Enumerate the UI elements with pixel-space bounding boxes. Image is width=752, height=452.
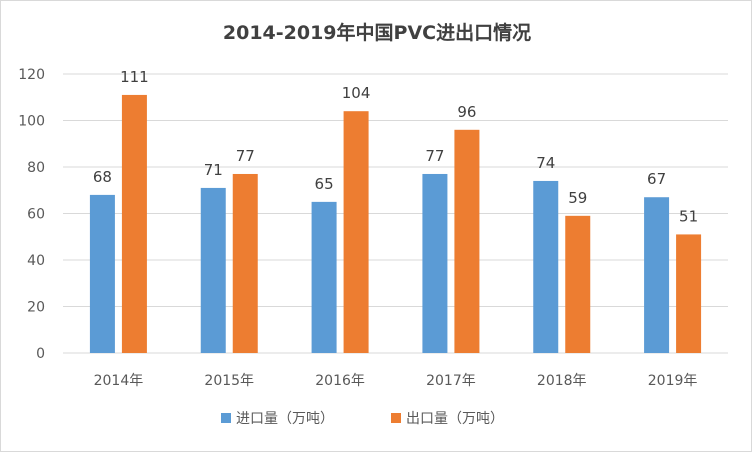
bar-export (676, 234, 702, 353)
y-tick-label: 0 (36, 346, 45, 362)
data-label: 77 (425, 147, 444, 165)
data-label: 67 (647, 170, 666, 188)
bar-export (565, 215, 591, 353)
x-tick-label: 2014年 (94, 373, 144, 389)
data-label: 59 (568, 189, 587, 207)
bar-import (311, 201, 337, 353)
data-label: 51 (679, 207, 698, 225)
legend-swatch (221, 413, 231, 423)
bar-export (232, 173, 258, 353)
data-label: 77 (236, 147, 255, 165)
legend-label: 出口量（万吨） (406, 411, 504, 427)
y-tick-label: 120 (18, 67, 45, 83)
bar-import (200, 187, 226, 353)
y-tick-label: 100 (18, 114, 45, 130)
data-label: 111 (120, 68, 149, 86)
x-tick-label: 2015年 (204, 373, 254, 389)
bar-import (533, 180, 559, 353)
data-label: 96 (457, 103, 476, 121)
x-tick-label: 2017年 (426, 373, 476, 389)
y-tick-label: 40 (27, 253, 45, 269)
data-label: 68 (93, 168, 112, 186)
bar-export (454, 129, 480, 353)
data-label: 104 (342, 84, 371, 102)
x-tick-label: 2018年 (537, 373, 587, 389)
x-tick-label: 2016年 (315, 373, 365, 389)
data-label: 65 (315, 175, 334, 193)
x-tick-label: 2019年 (648, 373, 698, 389)
y-tick-label: 20 (27, 300, 45, 316)
data-label: 71 (204, 161, 223, 179)
legend-item: 出口量（万吨） (391, 411, 504, 427)
legend-swatch (391, 413, 401, 423)
bar-export (343, 111, 369, 353)
legend-item: 进口量（万吨） (221, 411, 334, 427)
bar-import (422, 173, 448, 353)
data-label: 74 (536, 154, 555, 172)
y-tick-label: 60 (27, 207, 45, 223)
bar-import (644, 197, 670, 353)
y-tick-label: 80 (27, 160, 45, 176)
bar-import (89, 194, 115, 353)
bar-export (121, 94, 147, 354)
legend-label: 进口量（万吨） (236, 411, 334, 427)
chart-title: 2014-2019年中国PVC进出口情况 (223, 21, 531, 44)
